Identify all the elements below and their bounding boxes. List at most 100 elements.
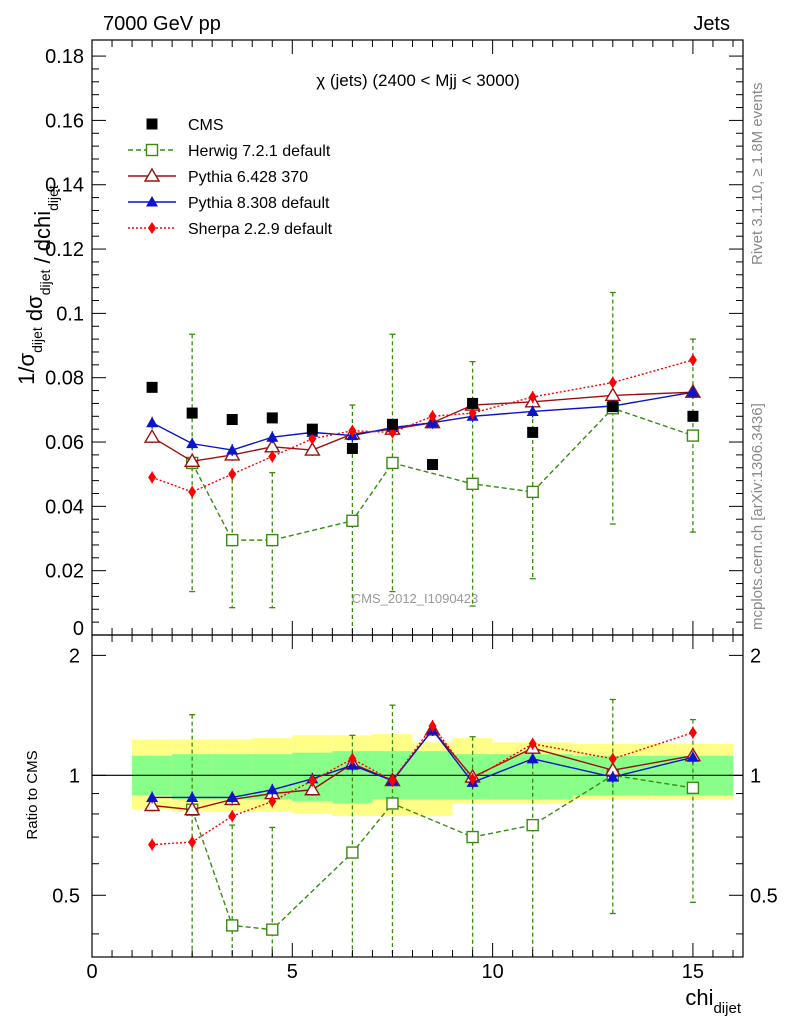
series-3-point [608, 376, 617, 389]
y-axis-label-part: dchi [30, 211, 55, 257]
legend-label: CMS [188, 117, 224, 134]
series-1-ratio-line [152, 728, 694, 811]
series-2-point [186, 437, 199, 449]
series-3-point [348, 424, 357, 437]
y-tick-label: 0.18 [45, 46, 84, 68]
series-3-ratio-point [528, 737, 537, 750]
series-0-ratio-point [466, 830, 479, 844]
series-3-ratio-point [688, 726, 697, 739]
series-1-ratio-point [183, 801, 201, 816]
ratio-y-tick-label: 1 [69, 765, 80, 787]
series-2-ratio-point [266, 783, 279, 795]
ratio-frame [91, 634, 744, 958]
y-axis-label: 1/σdijet dσdijet / dchidijet [14, 185, 61, 385]
series-0-ratio-point [526, 818, 539, 832]
series-2-ratio-point [146, 791, 159, 802]
series-2-ratio-point [186, 791, 199, 802]
series-0-point [466, 477, 479, 491]
series-0-point [686, 429, 700, 442]
series-3-ratio-point [228, 810, 237, 823]
cms-data-point [266, 412, 278, 424]
series-2-point [686, 386, 699, 397]
legend-marker [146, 118, 158, 130]
series-0-ratio-point [346, 846, 359, 859]
cms-data-point [186, 407, 198, 419]
series-3-ratio-point [468, 772, 477, 785]
cms-data-point [427, 459, 439, 471]
header-right: Jets [693, 13, 730, 35]
y-tick-label: 0.04 [45, 496, 84, 518]
series-1-point [143, 428, 161, 443]
series-2-ratio-point [606, 771, 619, 782]
series-0-point [226, 533, 239, 547]
axis-labels: 0 5 10 15 0 0.02 0.04 0.06 0.08 0.1 0.12 0.14 0.16 0.… [14, 40, 778, 1017]
series-2-line [151, 391, 694, 451]
y-tick-label: 0.08 [45, 368, 84, 390]
y-axis-label-part: / [30, 256, 55, 269]
y-tick-label: 0 [73, 618, 84, 640]
ratio-panel [91, 634, 744, 958]
cms-data-point [467, 397, 479, 409]
cms-data-point [386, 418, 398, 430]
x-tick-label: 5 [287, 961, 298, 983]
series-2-point [146, 416, 159, 428]
ratio-y-tick-label: 2 [69, 645, 80, 667]
header-left: 7000 GeV pp [103, 13, 221, 35]
cms-data-point [527, 426, 539, 438]
series-3-ratio-point [608, 752, 617, 765]
legend-marker [143, 167, 161, 182]
series-3-ratio-point [348, 752, 357, 765]
y-tick-label: 0.1 [56, 303, 84, 325]
series-1-point [304, 441, 321, 456]
series-3-ratio-point [388, 774, 397, 787]
legend-label: Herwig 7.2.1 default [188, 143, 331, 160]
series-2-point [226, 444, 239, 455]
mcplots-label: mcplots.cern.ch [arXiv:1306.3436] [749, 403, 766, 630]
series-3-point [148, 471, 157, 484]
cms-data-point [306, 423, 318, 435]
series-2-point [526, 405, 539, 416]
series-3-ratio-point [188, 836, 197, 849]
series-3-point [468, 407, 477, 420]
legend-marker [148, 222, 156, 234]
rivet-label: Rivet 3.1.10, ≥ 1.8M events [749, 83, 766, 266]
series-3-point [428, 410, 437, 423]
legend: CMS Herwig 7.2.1 default Pythia 6.428 370 P… [128, 117, 333, 238]
series-0-point [346, 514, 359, 528]
watermark: CMS_2012_I1090423 [352, 591, 479, 606]
y-axis-label-part: 1/σ [14, 352, 39, 384]
series-0-ratio-point [686, 781, 700, 795]
series-2-ratio-point [686, 751, 699, 762]
legend-label: Pythia 8.308 default [188, 195, 330, 212]
series-1-ratio-point [143, 797, 161, 812]
x-tick-label: 0 [86, 961, 97, 983]
series-1-point [604, 387, 622, 402]
series-2-ratio-point [526, 752, 539, 764]
legend-label: Pythia 6.428 370 [188, 169, 308, 186]
x-axis-label: chidijet [685, 985, 741, 1017]
y-axis-label-sub: dijet [37, 269, 53, 295]
x-tick-label: 15 [682, 961, 704, 983]
y-tick-label: 0.16 [45, 110, 84, 132]
ratio-y-tick-label-right: 0.5 [750, 885, 778, 907]
series-3-ratio-point [268, 795, 277, 808]
series-0-point [526, 485, 539, 499]
series-3-point [308, 432, 317, 445]
series-0-ratio-point [266, 923, 279, 936]
series-3-ratio-line [152, 724, 694, 846]
series-1-ratio-point [304, 781, 321, 796]
x-axis-label-sub: dijet [713, 1000, 741, 1017]
chart-title: χ (jets) (2400 < Mjj < 3000) [316, 71, 520, 90]
series-0-point [386, 456, 399, 470]
ratio-y-tick-label-right: 2 [750, 645, 761, 667]
series-1-point [183, 452, 201, 468]
series-0-ratio-point [226, 919, 239, 932]
series-3-point [188, 485, 197, 498]
y-tick-label: 0.12 [45, 239, 84, 261]
series-3-point [228, 468, 237, 481]
y-axis-label-part: dσ [22, 295, 47, 327]
y-tick-label: 0.02 [45, 561, 84, 583]
legend-label: Sherpa 2.2.9 default [188, 221, 333, 238]
cms-data-point [146, 381, 158, 393]
